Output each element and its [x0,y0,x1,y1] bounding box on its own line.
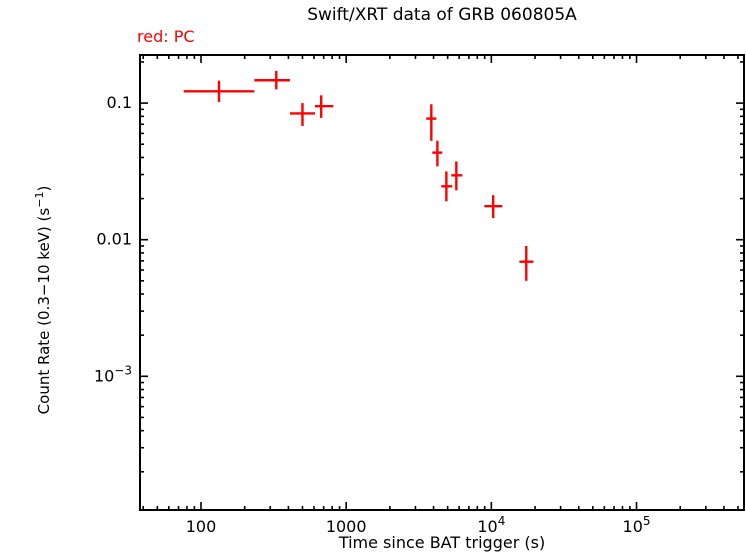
chart-title: Swift/XRT data of GRB 060805A [307,5,577,25]
svg-text:0.1: 0.1 [107,93,132,112]
svg-text:10−3: 10−3 [94,363,132,385]
tick-labels: 100 1000 104 105 0.1 0.01 10−3 [94,93,651,536]
y-axis-label-main: Count Rate (0.3−10 keV) (s [35,207,53,415]
svg-text:0.01: 0.01 [96,230,132,249]
svg-text:105: 105 [623,514,651,536]
svg-text:104: 104 [477,514,505,536]
y-axis-label-exponent: −1 [33,191,46,208]
data-series-pc [183,70,534,281]
y-axis-label: Count Rate (0.3−10 keV) (s−1) [33,186,53,415]
mode-annotation: red: PC [137,27,195,46]
axis-frame [139,54,745,511]
y-axis-label-close: ) [35,185,53,192]
svg-text:100: 100 [186,517,217,536]
axis-ticks [140,55,744,510]
svg-text:1000: 1000 [326,517,367,536]
x-axis-label: Time since BAT trigger (s) [338,533,546,552]
